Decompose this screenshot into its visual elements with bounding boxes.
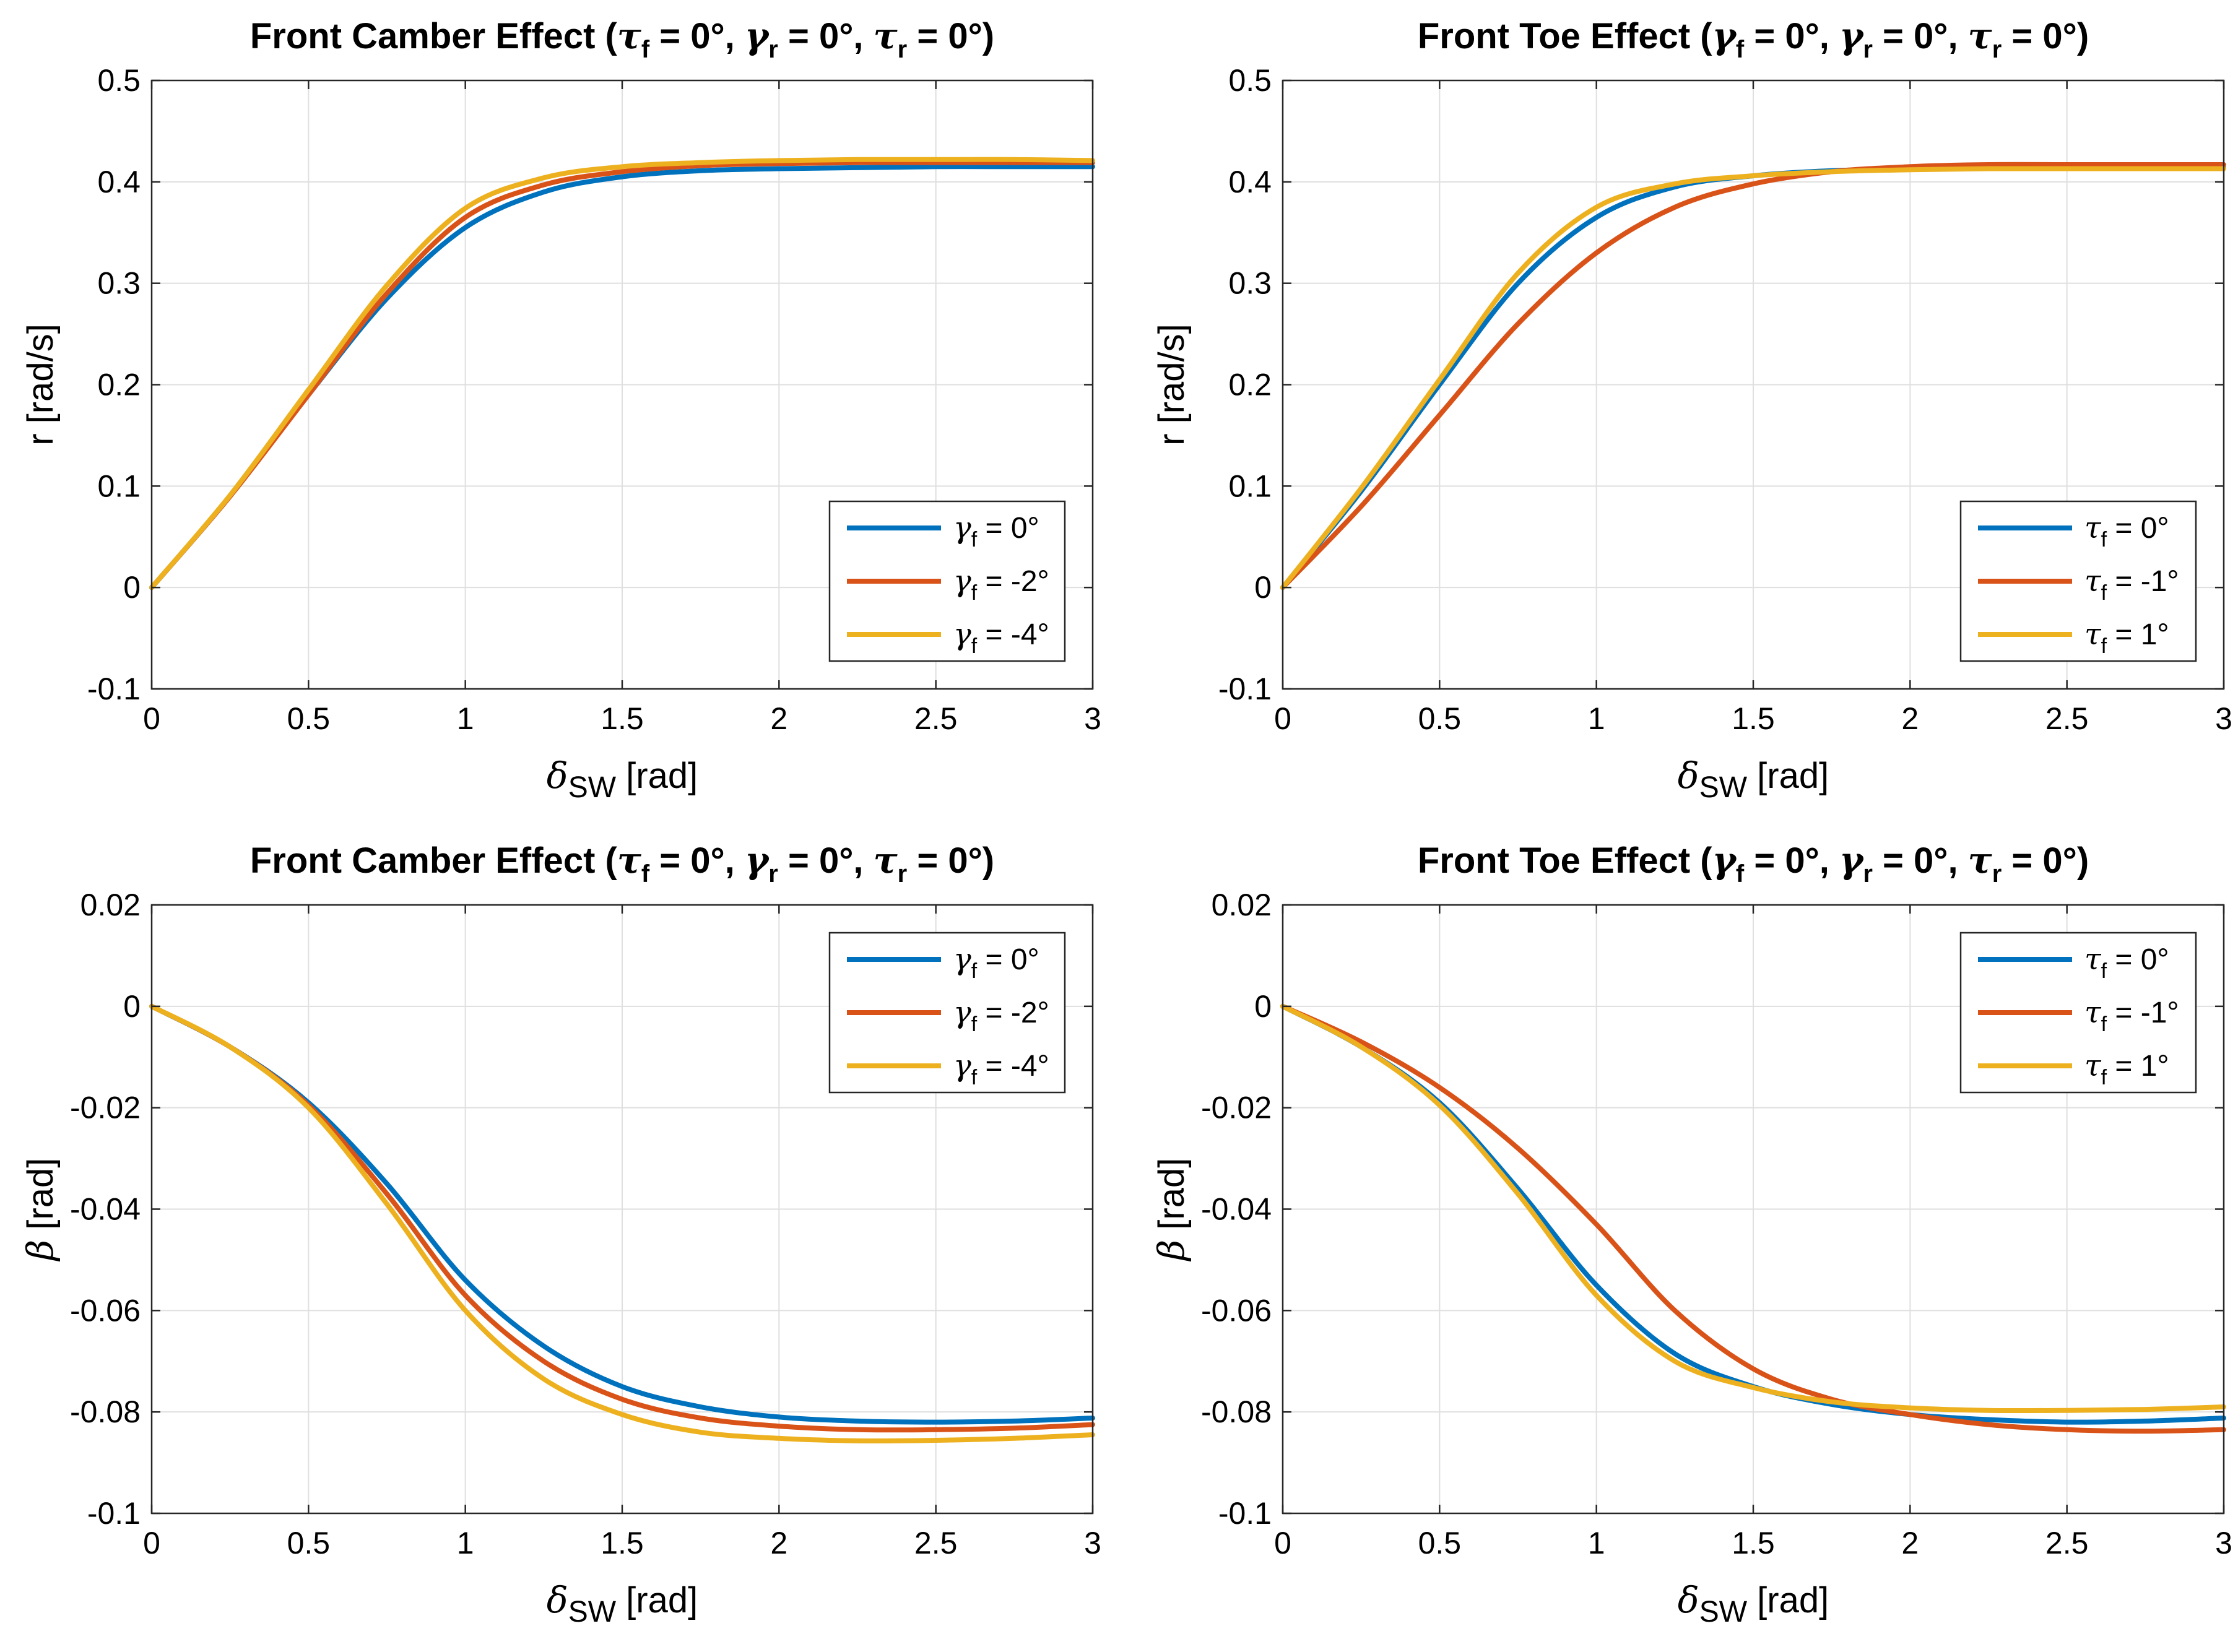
x-tick-label: 1.5 [601, 1526, 644, 1560]
y-tick-label: -0.1 [1218, 672, 1272, 706]
series-line-2 [1280, 162, 2226, 590]
series-line-3 [1280, 166, 2226, 590]
y-tick-label: -0.08 [70, 1395, 141, 1429]
x-tick-label: 0.5 [287, 1526, 331, 1560]
y-tick-label: 0.02 [1212, 888, 1272, 922]
series-line-3 [1280, 1003, 2226, 1414]
x-axis-label: δSW [rad] [547, 1579, 698, 1628]
y-tick-label: -0.1 [1218, 1496, 1272, 1531]
series-line-2 [149, 160, 1095, 590]
y-tick-label: 0 [123, 989, 141, 1024]
x-tick-label: 2 [770, 1526, 787, 1560]
x-tick-label: 2 [770, 701, 787, 736]
x-tick-label: 1.5 [1732, 1526, 1775, 1560]
legend-entry-3: γf = -4° [953, 617, 1049, 658]
x-tick-label: 0.5 [287, 701, 331, 736]
series-line-3 [149, 1003, 1095, 1444]
y-tick-label: -0.08 [1201, 1395, 1272, 1429]
series-line-2 [1280, 1003, 2226, 1434]
chart-title: Front Toe Effect (γf = 0°, γr = 0°, τr =… [1418, 15, 2089, 63]
x-tick-label: 1.5 [601, 701, 644, 736]
x-tick-label: 3 [1084, 701, 1101, 736]
y-tick-label: 0 [1254, 989, 1272, 1024]
y-tick-label: 0 [1254, 570, 1272, 605]
y-tick-label: 0.1 [97, 469, 141, 503]
legend-entry-2: τf = -1° [2084, 564, 2179, 605]
x-axis-label: δSW [rad] [1678, 1579, 1829, 1628]
y-tick-label: 0.4 [97, 165, 141, 199]
x-axis-label: δSW [rad] [1678, 755, 1829, 804]
y-tick-label: -0.04 [1201, 1192, 1272, 1227]
y-tick-label: -0.06 [70, 1293, 141, 1328]
series-line-3 [149, 157, 1095, 590]
y-tick-label: 0.02 [80, 888, 141, 922]
x-tick-label: 0 [143, 1526, 160, 1560]
x-tick-label: 2.5 [914, 1526, 958, 1560]
x-tick-label: 3 [1084, 1526, 1101, 1560]
y-tick-label: 0.5 [97, 63, 141, 98]
x-tick-label: 0 [1274, 1526, 1291, 1560]
y-tick-label: -0.06 [1201, 1293, 1272, 1328]
y-tick-label: -0.02 [70, 1091, 141, 1125]
legend-entry-3: γf = -4° [953, 1049, 1049, 1089]
x-axis-label: δSW [rad] [547, 755, 698, 804]
legend: τf = 0° τf = -1° τf = 1° [1959, 500, 2197, 662]
x-tick-label: 2 [1901, 701, 1919, 736]
x-tick-label: 2 [1901, 1526, 1919, 1560]
y-tick-label: 0.4 [1228, 165, 1272, 199]
chart-panel-bottom-right: 0 0.5 1 1.5 2 2.5 3 -0.1 -0.08 -0.06 -0.04 -0.02 0 0.… [1150, 839, 2232, 1628]
x-tick-label: 0 [143, 701, 160, 736]
y-axis-label: r [rad/s] [1152, 324, 1192, 446]
legend-entry-1: γf = 0° [953, 511, 1039, 551]
x-tick-label: 2.5 [914, 701, 958, 736]
y-tick-label: 0.3 [1228, 266, 1272, 301]
y-axis-label: r [rad/s] [20, 324, 61, 446]
x-tick-label: 1.5 [1732, 701, 1775, 736]
x-tick-label: 3 [2215, 701, 2232, 736]
y-tick-label: -0.04 [70, 1192, 141, 1227]
x-tick-label: 2.5 [2045, 1526, 2089, 1560]
legend: γf = 0° γf = -2° γf = -4° [828, 500, 1066, 662]
x-tick-label: 0.5 [1418, 1526, 1462, 1560]
chart-title: Front Toe Effect (γf = 0°, γr = 0°, τr =… [1418, 839, 2089, 888]
legend-entry-1: γf = 0° [953, 942, 1039, 983]
y-axis-label: β [rad] [1150, 1158, 1192, 1262]
legend-entry-3: τf = 1° [2084, 1049, 2169, 1089]
legend-entry-3: τf = 1° [2084, 617, 2169, 658]
legend-entry-2: γf = -2° [953, 995, 1049, 1036]
legend-entry-2: τf = -1° [2084, 995, 2179, 1036]
x-tick-label: 2.5 [2045, 701, 2089, 736]
x-tick-label: 3 [2215, 1526, 2232, 1560]
y-tick-label: -0.1 [87, 672, 141, 706]
y-tick-label: 0.2 [97, 368, 141, 402]
chart-title: Front Camber Effect (τf = 0°, γr = 0°, τ… [250, 15, 994, 63]
legend-entry-2: γf = -2° [953, 564, 1049, 605]
y-tick-label: 0 [123, 570, 141, 605]
legend-entry-1: τf = 0° [2084, 942, 2169, 983]
x-tick-label: 1 [457, 1526, 474, 1560]
y-tick-label: 0.3 [97, 266, 141, 301]
x-tick-label: 0 [1274, 701, 1291, 736]
y-axis-label: β [rad] [19, 1158, 61, 1262]
x-tick-label: 1 [457, 701, 474, 736]
x-tick-label: 1 [1588, 1526, 1605, 1560]
x-tick-label: 0.5 [1418, 701, 1462, 736]
y-tick-label: 0.1 [1228, 469, 1272, 503]
legend: τf = 0° τf = -1° τf = 1° [1959, 932, 2197, 1094]
y-tick-label: 0.2 [1228, 368, 1272, 402]
y-tick-label: -0.1 [87, 1496, 141, 1531]
y-tick-label: 0.5 [1228, 63, 1272, 98]
y-tick-label: -0.02 [1201, 1091, 1272, 1125]
legend: γf = 0° γf = -2° γf = -4° [828, 932, 1066, 1094]
chart-title: Front Camber Effect (τf = 0°, γr = 0°, τ… [250, 839, 994, 888]
x-tick-label: 1 [1588, 701, 1605, 736]
chart-panel-bottom-left: 0 0.5 1 1.5 2 2.5 3 -0.1 -0.08 -0.06 -0.04 -0.02 0 0.… [19, 839, 1101, 1628]
legend-entry-1: τf = 0° [2084, 511, 2169, 551]
